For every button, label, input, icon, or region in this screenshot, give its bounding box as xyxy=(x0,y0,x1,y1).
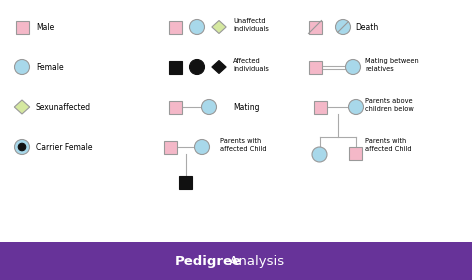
Bar xyxy=(309,60,321,74)
Circle shape xyxy=(348,99,363,115)
Text: Parents above
children below: Parents above children below xyxy=(365,98,414,112)
Bar xyxy=(0,242,472,280)
Bar xyxy=(163,141,177,153)
Bar xyxy=(313,101,327,113)
Text: Parents with
affected Child: Parents with affected Child xyxy=(365,138,412,152)
Text: Male: Male xyxy=(36,22,54,32)
Circle shape xyxy=(346,60,361,74)
Circle shape xyxy=(189,20,204,34)
Polygon shape xyxy=(14,100,30,114)
Circle shape xyxy=(18,143,26,151)
Bar xyxy=(16,20,28,34)
Circle shape xyxy=(336,20,351,34)
Circle shape xyxy=(202,99,217,115)
Circle shape xyxy=(15,60,29,74)
Text: Pedigree: Pedigree xyxy=(175,255,242,267)
Bar xyxy=(169,20,182,34)
Circle shape xyxy=(312,147,327,162)
Bar xyxy=(349,147,362,160)
Circle shape xyxy=(194,139,210,155)
Text: Female: Female xyxy=(36,62,64,71)
Bar xyxy=(169,101,182,113)
Text: Sexunaffected: Sexunaffected xyxy=(36,102,91,111)
Bar xyxy=(179,176,192,188)
Text: Carrier Female: Carrier Female xyxy=(36,143,93,151)
Bar xyxy=(169,60,182,74)
Text: Mating between
relatives: Mating between relatives xyxy=(365,58,419,72)
Text: Mating: Mating xyxy=(233,102,260,111)
Text: Death: Death xyxy=(355,22,378,32)
Polygon shape xyxy=(212,60,226,74)
Text: Parents with
affected Child: Parents with affected Child xyxy=(220,138,267,152)
Circle shape xyxy=(189,60,204,74)
Bar xyxy=(309,20,321,34)
Text: Analysis: Analysis xyxy=(225,255,284,267)
Circle shape xyxy=(15,139,29,155)
Polygon shape xyxy=(212,20,226,34)
Text: Affected
individuals: Affected individuals xyxy=(233,58,269,72)
Text: Unaffectd
individuals: Unaffectd individuals xyxy=(233,18,269,32)
